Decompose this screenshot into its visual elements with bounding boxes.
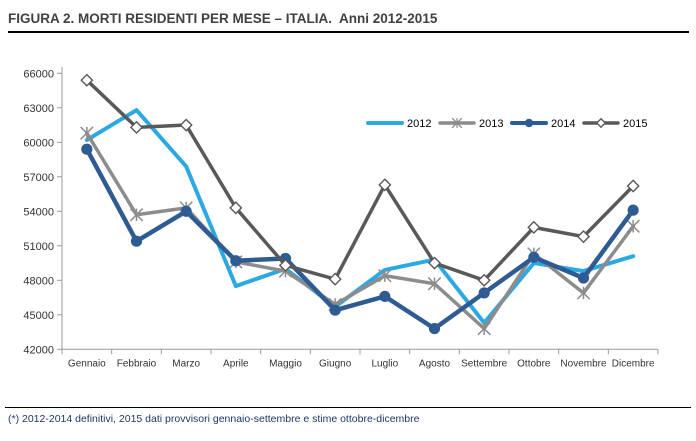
data-point-circle (81, 143, 93, 155)
data-point-diamond (626, 179, 640, 193)
series-2014-line (84, 146, 636, 331)
footnote-divider (5, 407, 691, 408)
x-category-label: Giugno (319, 358, 352, 369)
data-point-circle (180, 205, 192, 217)
mortality-line-chart: 66000 63000 60000 57000 54000 51000 48000 45000… (23, 67, 659, 369)
legend-label-2014: 2014 (551, 118, 575, 130)
data-point-circle (627, 204, 639, 216)
data-point-circle (230, 255, 242, 267)
y-tick-label: 48000 (23, 275, 54, 287)
data-point-diamond (80, 73, 94, 87)
data-point-circle (577, 272, 590, 284)
footnote-text: (*) 2012-2014 definitivi, 2015 dati prov… (8, 413, 420, 425)
data-point-circle (329, 304, 341, 316)
data-point-asterisk (576, 286, 591, 300)
data-point-diamond (595, 117, 607, 129)
legend-item-2015: 2015 (582, 117, 647, 130)
data-point-asterisk (80, 126, 94, 140)
data-point-diamond (328, 272, 342, 286)
x-category-label: Dicembre (612, 358, 655, 369)
legend-label-2012: 2012 (407, 118, 431, 130)
data-point-diamond (378, 178, 392, 192)
data-point-circle (478, 287, 490, 299)
x-category-label: Luglio (371, 358, 398, 369)
legend-item-2013: 2013 (438, 117, 503, 130)
data-point-diamond (179, 118, 193, 132)
y-tick-label: 45000 (23, 310, 54, 322)
data-point-circle (428, 323, 441, 335)
y-tick-label: 42000 (23, 344, 54, 356)
figure-title-years: Anni 2012-2015 (339, 11, 438, 26)
y-tick-label: 57000 (23, 172, 54, 184)
data-point-circle (130, 235, 143, 247)
data-point-diamond (477, 273, 491, 287)
legend-label-2015: 2015 (623, 118, 647, 130)
data-point-diamond (576, 230, 591, 244)
legend: 2012 2013 2014 2015 (366, 117, 647, 130)
x-category-label: Marzo (172, 358, 200, 369)
series-2015 (80, 73, 640, 287)
series-2014 (81, 143, 639, 335)
legend-item-2014: 2014 (510, 118, 575, 130)
title-divider (8, 31, 689, 33)
chart-area: 66000 63000 60000 57000 54000 51000 48000 45000… (0, 40, 696, 405)
x-category-label: Febbraio (117, 358, 157, 369)
data-point-asterisk (427, 277, 442, 291)
data-point-circle (524, 118, 534, 128)
data-point-asterisk (378, 268, 392, 283)
legend-label-2013: 2013 (479, 118, 503, 130)
data-point-asterisk (451, 117, 463, 129)
y-tick-label: 51000 (23, 241, 54, 253)
data-point-diamond (229, 201, 243, 215)
x-category-label: Aprile (223, 358, 249, 369)
data-point-circle (528, 251, 540, 263)
data-point-circle (379, 290, 391, 302)
data-point-diamond (427, 256, 442, 270)
y-tick-label: 60000 (23, 137, 54, 149)
y-tick-label: 63000 (23, 103, 54, 115)
x-category-label: Ottobre (517, 358, 551, 369)
y-tick-label: 66000 (23, 68, 54, 80)
data-point-diamond (527, 220, 541, 234)
data-point-diamond (129, 120, 144, 134)
x-category-label: Gennaio (68, 358, 106, 369)
x-category-label: Settembre (461, 358, 508, 369)
figure-title: FIGURA 2. MORTI RESIDENTI PER MESE – ITA… (8, 11, 437, 26)
data-point-asterisk (129, 208, 144, 222)
figure-title-main: FIGURA 2. MORTI RESIDENTI PER MESE – ITA… (8, 11, 333, 26)
x-category-label: Agosto (419, 358, 451, 369)
series-2015-line (85, 78, 635, 283)
x-category-label: Maggio (269, 358, 302, 369)
y-tick-label: 54000 (23, 206, 54, 218)
data-point-asterisk (477, 321, 491, 336)
data-point-diamond (278, 258, 293, 272)
x-category-label: Novembre (560, 358, 607, 369)
legend-item-2012: 2012 (366, 118, 431, 130)
data-point-asterisk (626, 219, 640, 233)
